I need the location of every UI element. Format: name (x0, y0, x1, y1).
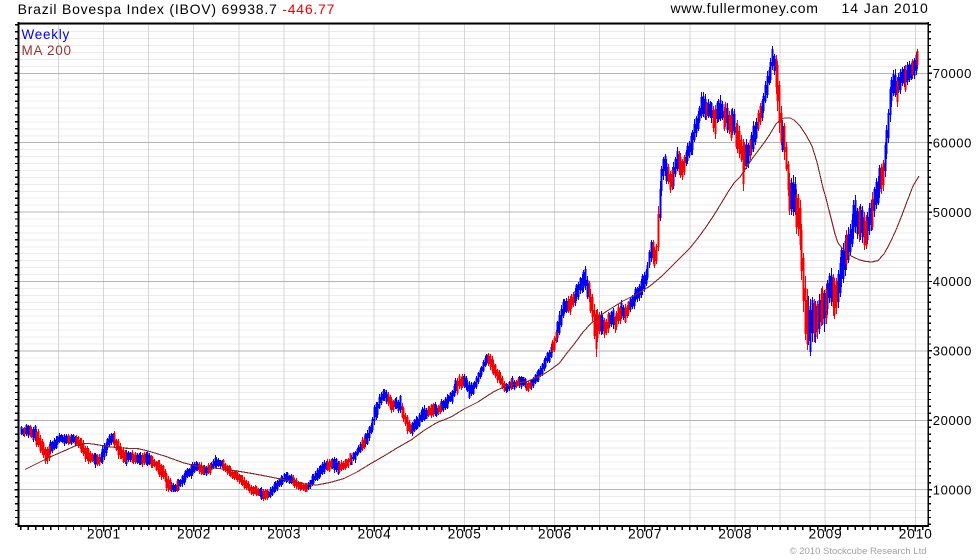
svg-text:2008: 2008 (718, 526, 752, 541)
svg-text:2001: 2001 (87, 526, 121, 541)
svg-text:2005: 2005 (448, 526, 482, 541)
svg-text:10000: 10000 (933, 482, 972, 497)
svg-text:40000: 40000 (933, 274, 972, 289)
svg-text:50000: 50000 (933, 205, 972, 220)
svg-text:60000: 60000 (933, 135, 972, 150)
svg-text:20000: 20000 (933, 413, 972, 428)
svg-text:30000: 30000 (933, 344, 972, 359)
svg-text:2004: 2004 (358, 526, 392, 541)
svg-text:2003: 2003 (267, 526, 301, 541)
svg-text:2006: 2006 (538, 526, 572, 541)
svg-text:70000: 70000 (933, 66, 972, 81)
svg-text:2007: 2007 (628, 526, 662, 541)
svg-text:2009: 2009 (809, 526, 843, 541)
svg-text:2002: 2002 (177, 526, 211, 541)
svg-text:2010: 2010 (899, 526, 933, 541)
